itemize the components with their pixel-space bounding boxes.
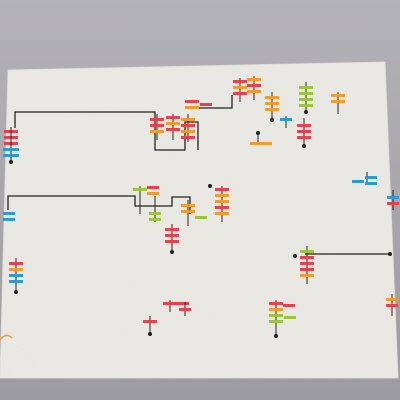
paper-texture [0,62,398,378]
flowchart-stack [3,184,229,254]
flowchart-stack [3,127,19,164]
flowchart-stack [293,246,392,284]
flowchart-stack [143,300,191,336]
flowchart-stack [233,76,345,148]
flowchart-stack [269,294,398,338]
flowchart-stack [150,100,212,142]
flowchart-stack [9,258,23,294]
ink-marks [0,334,13,341]
flowchart-stack [352,172,399,210]
